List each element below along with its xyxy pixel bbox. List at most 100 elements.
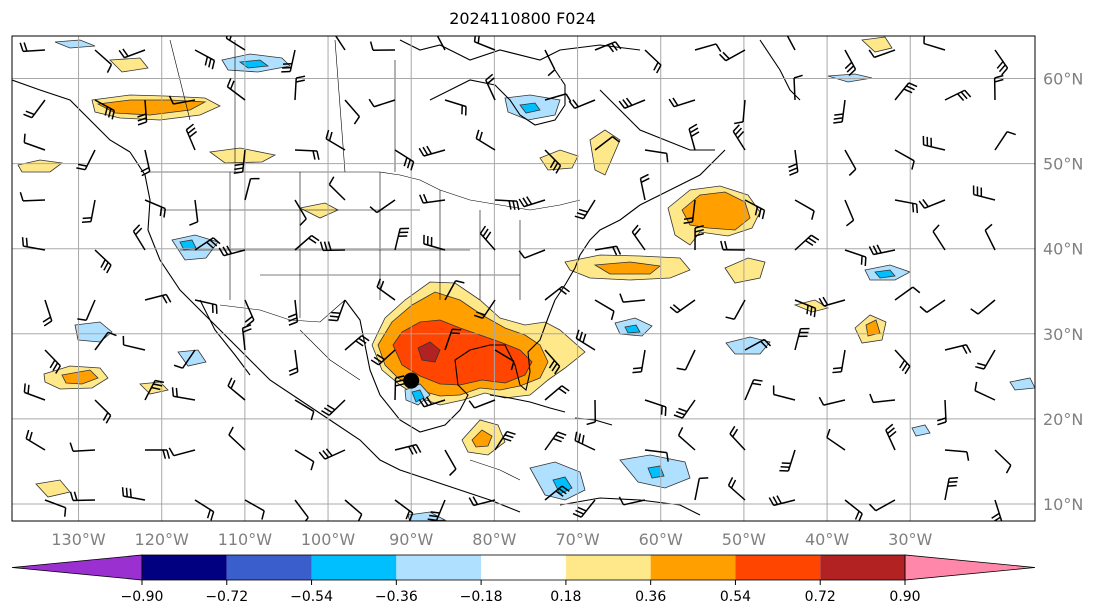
wind-barb: [419, 193, 446, 204]
wind-barb: [294, 199, 307, 226]
wind-barb: [376, 278, 396, 301]
wind-barb: [618, 496, 646, 506]
wind-barb: [586, 399, 597, 426]
wind-barb: [844, 149, 857, 177]
wind-barb: [394, 499, 414, 521]
wind-barb: [444, 99, 467, 116]
wind-barb: [444, 328, 462, 351]
wind-barb: [572, 499, 596, 518]
wind-barb: [694, 477, 709, 501]
wind-barb: [479, 225, 496, 251]
wind-barb: [744, 199, 766, 220]
warm-anomaly-gulf-red: [392, 319, 533, 386]
wind-barb: [140, 149, 151, 177]
wind-barb: [494, 199, 520, 211]
wind-barb: [494, 430, 516, 451]
wind-barb: [794, 234, 820, 251]
wind-barb: [288, 349, 299, 376]
wind-barb: [894, 286, 921, 301]
wind-barb: [69, 491, 96, 502]
wind-barb: [118, 48, 146, 59]
wind-barb: [244, 177, 260, 201]
wind-barb: [194, 499, 215, 521]
wind-barb: [194, 299, 218, 314]
wind-barb: [794, 299, 817, 318]
warm-anomaly-west-orange: [61, 369, 99, 385]
wind-barb: [294, 75, 306, 101]
wind-barb: [727, 477, 746, 501]
warm-anomaly-carib-orange: [471, 429, 493, 448]
lon-tick-label: 90°W: [389, 530, 433, 549]
wind-barb: [144, 293, 172, 304]
wind-barb: [81, 199, 96, 224]
colorbar-tick-label: 0.36: [635, 589, 666, 605]
cool-anomaly-atl: [725, 336, 771, 355]
cool-anomaly-carib2-blue: [647, 465, 665, 479]
wind-barb: [436, 36, 446, 51]
coast-baja: [199, 299, 251, 376]
wind-barb: [468, 399, 496, 409]
wind-barb: [788, 149, 799, 176]
map-frame: [11, 35, 1036, 522]
wind-barb: [844, 249, 867, 267]
marker-layer: [403, 372, 420, 389]
wind-barb: [894, 149, 915, 170]
lon-tick-label: 70°W: [555, 530, 599, 549]
wind-barb: [574, 431, 596, 451]
wind-barb: [932, 224, 946, 251]
wind-barb: [369, 199, 396, 214]
border-canada-2: [334, 39, 346, 173]
wind-barb: [868, 499, 896, 512]
wind-barb: [394, 149, 415, 171]
wind-barb: [786, 36, 796, 51]
cool-anomaly-west-blue: [179, 239, 197, 251]
wind-barb: [826, 428, 846, 451]
wind-barb: [227, 377, 246, 401]
colorbar-outline: [141, 554, 906, 581]
colorbar-extend-low: [11, 554, 143, 581]
wind-barb: [794, 327, 810, 351]
lat-tick-label: 20°N: [1043, 410, 1083, 429]
wind-barb: [194, 49, 216, 70]
wind-barb: [244, 499, 265, 520]
wind-barb: [23, 133, 46, 151]
wind-barb: [218, 245, 246, 257]
colorbar-extend-high: [904, 554, 1036, 581]
coast-atlantic: [554, 149, 726, 301]
wind-barb: [294, 399, 315, 421]
wind-barb: [19, 42, 46, 53]
wind-barb: [423, 234, 446, 251]
wind-barb: [972, 185, 996, 201]
warm-anomaly-greenland: [861, 36, 893, 53]
wind-barb: [94, 399, 112, 424]
coast-cuba: [489, 394, 566, 413]
wind-barb: [688, 123, 700, 151]
wind-barb: [991, 499, 1003, 521]
wind-barb: [294, 149, 320, 160]
wind-barb: [718, 49, 746, 62]
wind-barb: [683, 199, 696, 224]
wind-barb: [544, 149, 562, 174]
wind-barb: [844, 199, 855, 227]
wind-barb: [244, 299, 255, 327]
colorbar-segment: [396, 555, 482, 580]
lon-tick-label: 40°W: [805, 530, 849, 549]
wind-barb: [185, 123, 198, 151]
wind-barb: [619, 293, 646, 303]
wind-barb: [744, 379, 763, 401]
anomaly-fill: [17, 36, 1035, 521]
wind-barb: [168, 95, 196, 105]
wind-barb: [677, 427, 696, 451]
wind-barb: [832, 349, 846, 374]
cool-anomaly-atl2-blue: [624, 324, 641, 334]
wind-barb: [427, 499, 446, 521]
map-title: 2024110800 F024: [449, 9, 596, 28]
cool-anomaly-greenland: [827, 73, 873, 83]
wind-barb: [518, 196, 546, 208]
wind-barb: [732, 124, 746, 151]
wind-barb: [894, 349, 911, 375]
wind-barb: [644, 399, 667, 416]
wind-barb: [369, 41, 396, 51]
wind-barb: [725, 299, 746, 320]
